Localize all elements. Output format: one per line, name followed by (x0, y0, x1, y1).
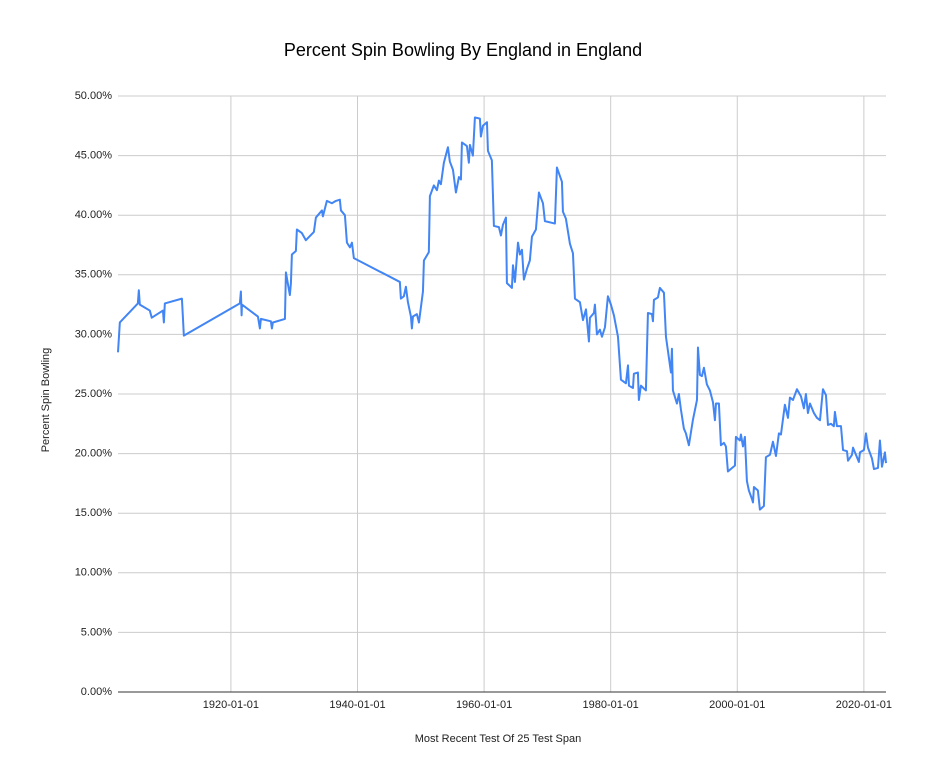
y-tick-label: 45.00% (75, 150, 113, 162)
x-axis-label: Most Recent Test Of 25 Test Span (415, 733, 582, 745)
y-tick-label: 15.00% (75, 507, 113, 519)
x-tick-label: 1980-01-01 (583, 699, 639, 711)
y-tick-label: 25.00% (75, 388, 113, 400)
y-tick-label: 35.00% (75, 269, 113, 281)
y-tick-label: 5.00% (81, 626, 112, 638)
y-tick-label: 30.00% (75, 328, 113, 340)
x-tick-label: 2000-01-01 (709, 699, 765, 711)
x-tick-label: 1940-01-01 (329, 699, 385, 711)
data-line (117, 116, 887, 511)
y-tick-label: 0.00% (81, 686, 112, 698)
x-tick-label: 1920-01-01 (203, 699, 259, 711)
x-tick-label: 2020-01-01 (836, 699, 892, 711)
y-axis-label: Percent Spin Bowling (40, 348, 52, 453)
y-tick-label: 20.00% (75, 448, 113, 460)
x-tick-label: 1960-01-01 (456, 699, 512, 711)
y-tick-label: 50.00% (75, 90, 113, 102)
y-tick-label: 40.00% (75, 209, 113, 221)
y-tick-label: 10.00% (75, 567, 113, 579)
chart-title: Percent Spin Bowling By England in Engla… (284, 40, 642, 60)
